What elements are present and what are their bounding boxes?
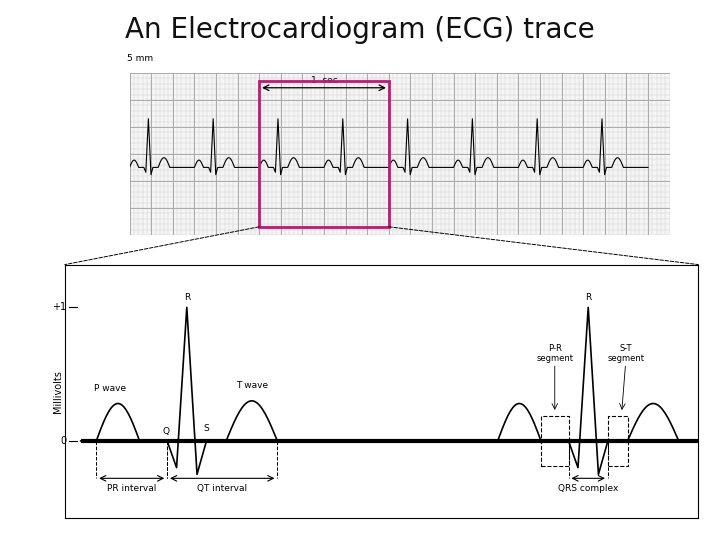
- Text: R: R: [184, 293, 190, 302]
- Text: 5 mm: 5 mm: [127, 55, 153, 63]
- Text: Q: Q: [162, 427, 169, 436]
- Bar: [608, 416, 628, 467]
- Text: P wave: P wave: [94, 384, 126, 393]
- Text: R: R: [585, 293, 591, 302]
- Text: An Electrocardiogram (ECG) trace: An Electrocardiogram (ECG) trace: [125, 16, 595, 44]
- Y-axis label: Millivolts: Millivolts: [53, 370, 63, 413]
- Text: 1  sec: 1 sec: [310, 76, 338, 85]
- Text: PR interval: PR interval: [107, 484, 156, 492]
- Text: P-R
segment: P-R segment: [536, 344, 573, 363]
- Text: QRS complex: QRS complex: [558, 484, 618, 492]
- Text: 0: 0: [60, 436, 66, 446]
- Text: QT interval: QT interval: [197, 484, 247, 492]
- Bar: [259, 81, 389, 227]
- Text: S: S: [203, 424, 209, 433]
- Text: +1: +1: [53, 302, 66, 312]
- Bar: [541, 416, 569, 467]
- Text: T wave: T wave: [235, 381, 268, 390]
- Text: S-T
segment: S-T segment: [607, 344, 644, 363]
